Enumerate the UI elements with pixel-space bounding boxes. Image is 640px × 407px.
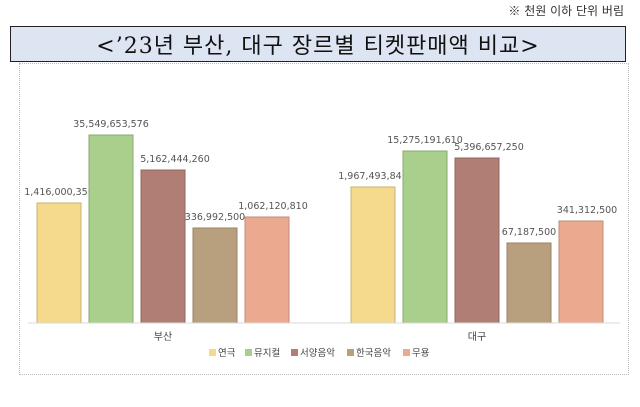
legend-label-연극: 연극 [218,348,236,359]
data-label-부산-서양음악: 5,162,444,260 [140,154,210,165]
legend-swatch-연극 [209,349,216,356]
legend-label-무용: 무용 [412,348,430,359]
data-label-부산-연극: 1,416,000,350 [24,187,94,198]
legend-label-한국음악: 한국음악 [356,347,391,359]
bar-대구-서양음악 [454,157,500,324]
bar-대구-무용 [558,220,604,324]
bar-대구-한국음악 [506,242,552,324]
legend-swatch-서양음악 [291,349,298,356]
data-label-대구-뮤지컬: 15,275,191,610 [387,135,463,146]
bar-부산-뮤지컬 [88,134,134,324]
category-label-부산: 부산 [154,331,172,343]
chart-title: <’23년 부산, 대구 장르별 티켓판매액 비교> [96,34,540,59]
bar-대구-연극 [350,186,396,324]
data-label-대구-서양음악: 5,396,657,250 [454,142,524,153]
legend-swatch-한국음악 [347,349,354,356]
legend-swatch-뮤지컬 [245,349,252,356]
legend-swatch-무용 [403,349,410,356]
data-label-부산-무용: 1,062,120,810 [238,201,308,212]
data-label-대구-한국음악: 67,187,500 [502,227,556,238]
legend-label-서양음악: 서양음악 [300,347,335,359]
bar-부산-연극 [36,202,82,324]
bar-대구-뮤지컬 [402,150,448,324]
category-label-대구: 대구 [468,331,486,343]
chart-area: 1,416,000,350 35,549,653,576 5,162,444,260… [19,63,629,375]
bar-부산-서양음악 [140,169,186,324]
bar-chart: 1,416,000,350 35,549,653,576 5,162,444,260… [24,119,620,359]
title-box: <’23년 부산, 대구 장르별 티켓판매액 비교> [10,26,626,62]
data-label-부산-한국음악: 336,992,500 [185,212,245,223]
data-label-부산-뮤지컬: 35,549,653,576 [73,119,149,130]
bar-부산-한국음악 [192,227,238,324]
bar-부산-무용 [244,216,290,324]
data-label-대구-무용: 341,312,500 [557,205,617,216]
unit-note: ※ 천원 이하 단위 버림 [508,4,624,18]
legend-label-뮤지컬: 뮤지컬 [254,347,280,359]
data-label-대구-연극: 1,967,493,840 [338,171,408,182]
